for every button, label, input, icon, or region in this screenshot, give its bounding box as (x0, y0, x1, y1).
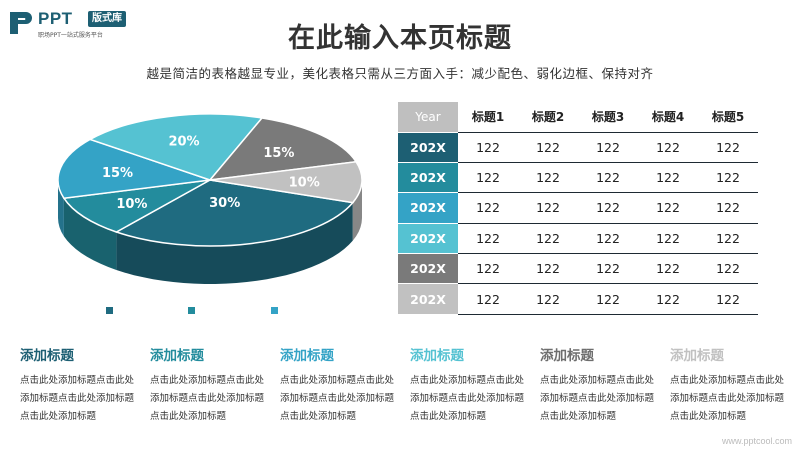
info-column: 添加标题点击此处添加标题点击此处添加标题点击此处添加标题点击此处添加标题 (20, 344, 140, 426)
table-cell: 122 (458, 253, 518, 284)
info-column-heading[interactable]: 添加标题 (20, 348, 74, 364)
table-cell: 122 (638, 253, 698, 284)
table-header-row: Year 标题1 标题2 标题3 标题4 标题5 (398, 102, 758, 132)
table-cell: 122 (458, 283, 518, 315)
pie-slice[interactable] (62, 179, 211, 233)
table-cell: 122 (458, 222, 518, 254)
page-subtitle[interactable]: 越是简洁的表格越显专业，美化表格只需从三方面入手：减少配色、弱化边框、保持对齐 (146, 66, 654, 81)
watermark: www.pptcool.com (721, 436, 792, 446)
legend-marker (188, 307, 195, 314)
table-cell: 122 (458, 161, 518, 193)
table-cell: 122 (638, 192, 698, 224)
table-cell: 122 (578, 222, 638, 254)
table-row-label: 202X (398, 283, 458, 315)
table-cell: 122 (698, 222, 758, 254)
table-row-label: 202X (398, 253, 458, 284)
info-column-text[interactable]: 点击此处添加标题点击此处添加标题点击此处添加标题点击此处添加标题 (150, 375, 265, 422)
pie-slice[interactable] (209, 160, 363, 204)
pie-slice-side (58, 180, 64, 237)
logo-subtitle: 职场PPT一站式服务平台 (38, 32, 103, 39)
pie-slice-label: 30% (209, 196, 240, 211)
info-column-text[interactable]: 点击此处添加标题点击此处添加标题点击此处添加标题点击此处添加标题 (540, 375, 655, 422)
table-cell: 122 (458, 131, 518, 163)
info-column-heading[interactable]: 添加标题 (150, 348, 204, 364)
info-column: 添加标题点击此处添加标题点击此处添加标题点击此处添加标题点击此处添加标题 (410, 344, 530, 426)
page-title[interactable]: 在此输入本页标题 (288, 23, 512, 54)
table-cell: 122 (698, 283, 758, 315)
table-header-cell: 标题1 (471, 110, 505, 125)
table-cell: 122 (578, 253, 638, 284)
info-column-text[interactable]: 点击此处添加标题点击此处添加标题点击此处添加标题点击此处添加标题 (670, 375, 785, 422)
table-row: 202X 122 122 122 122 122 (398, 131, 758, 163)
pie-chart[interactable]: 30% 10% 15% 20% 15% 10% (40, 95, 380, 325)
table-row: 202X 122 122 122 122 122 (398, 222, 758, 254)
pie-slice-side (116, 202, 353, 284)
legend-marker (271, 307, 278, 314)
table-header-cell: 标题4 (651, 110, 685, 125)
info-column: 添加标题点击此处添加标题点击此处添加标题点击此处添加标题点击此处添加标题 (540, 344, 660, 426)
table-cell: 122 (518, 283, 578, 315)
logo: PPT 版式库 职场PPT一站式服务平台 (8, 8, 158, 40)
table-cell: 122 (578, 161, 638, 193)
table-cell: 122 (638, 131, 698, 163)
table-cell: 122 (698, 253, 758, 284)
table-cell: 122 (518, 192, 578, 224)
info-column-heading[interactable]: 添加标题 (540, 348, 594, 364)
table-row: 202X 122 122 122 122 122 (398, 283, 758, 315)
table-row-label: 202X (398, 131, 458, 163)
table-cell: 122 (578, 283, 638, 315)
table-header-cell: 标题5 (711, 110, 745, 125)
table-cell: 122 (638, 283, 698, 315)
table-cell: 122 (698, 131, 758, 163)
table-cell: 122 (578, 192, 638, 224)
pie-slice-label: 20% (168, 135, 199, 150)
table-cell: 122 (518, 253, 578, 284)
table-cell: 122 (518, 161, 578, 193)
info-column-text[interactable]: 点击此处添加标题点击此处添加标题点击此处添加标题点击此处添加标题 (20, 375, 135, 422)
pie-slice-label: 15% (263, 146, 294, 161)
table-header-year: Year (398, 102, 458, 132)
pie-slice-label: 15% (102, 166, 133, 181)
pie-slice-label: 10% (289, 175, 320, 190)
table-row-label: 202X (398, 192, 458, 224)
pie-slice[interactable] (208, 117, 358, 181)
pie-slice[interactable] (88, 113, 264, 181)
table-header-cell: 标题2 (531, 110, 565, 125)
table-row: 202X 122 122 122 122 122 (398, 192, 758, 224)
info-column: 添加标题点击此处添加标题点击此处添加标题点击此处添加标题点击此处添加标题 (150, 344, 270, 426)
table-cell: 122 (578, 131, 638, 163)
info-column-text[interactable]: 点击此处添加标题点击此处添加标题点击此处添加标题点击此处添加标题 (280, 375, 395, 422)
info-column: 添加标题点击此处添加标题点击此处添加标题点击此处添加标题点击此处添加标题 (280, 344, 400, 426)
pie-slice[interactable] (57, 138, 211, 200)
legend-marker (106, 307, 113, 314)
table-row: 202X 122 122 122 122 122 (398, 161, 758, 193)
table-row: 202X 122 122 122 122 122 (398, 253, 758, 284)
logo-tag: 版式库 (88, 11, 126, 27)
pie-slice-side (63, 198, 117, 270)
pie-slice-side (352, 180, 362, 241)
table-cell: 122 (638, 222, 698, 254)
table-row-label: 202X (398, 222, 458, 254)
logo-brand: PPT (38, 9, 73, 28)
pie-slice-label: 10% (116, 197, 147, 212)
info-column: 添加标题点击此处添加标题点击此处添加标题点击此处添加标题点击此处添加标题 (670, 344, 790, 426)
table-cell: 122 (458, 192, 518, 224)
info-column-heading[interactable]: 添加标题 (670, 348, 724, 364)
logo-mark-icon (10, 12, 32, 34)
info-column-text[interactable]: 点击此处添加标题点击此处添加标题点击此处添加标题点击此处添加标题 (410, 375, 525, 422)
table-cell: 122 (638, 161, 698, 193)
table-cell: 122 (698, 161, 758, 193)
pie-slice[interactable] (114, 179, 355, 247)
table-cell: 122 (518, 222, 578, 254)
table-cell: 122 (518, 131, 578, 163)
table-cell: 122 (698, 192, 758, 224)
info-column-heading[interactable]: 添加标题 (280, 348, 334, 364)
info-column-heading[interactable]: 添加标题 (410, 348, 464, 364)
table-row-label: 202X (398, 161, 458, 193)
table-header-cell: 标题3 (591, 110, 625, 125)
data-table: Year 标题1 标题2 标题3 标题4 标题5 202X 122 122 122 12… (398, 102, 758, 315)
